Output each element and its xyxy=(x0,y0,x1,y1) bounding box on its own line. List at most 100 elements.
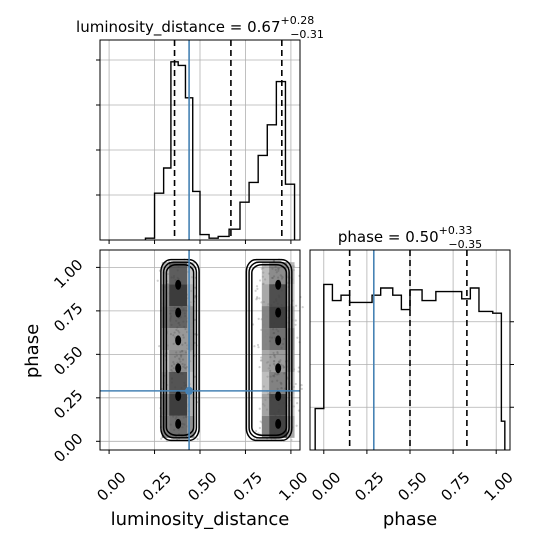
joint-density-block xyxy=(261,415,270,438)
joint-y-tick-label: 0.25 xyxy=(50,386,86,422)
joint-density-block xyxy=(261,284,270,307)
joint-density-block xyxy=(187,262,195,285)
phase-x-axis-label: phase xyxy=(383,509,437,530)
ld-hist-step xyxy=(144,61,296,240)
joint-x-tick-label: 0.75 xyxy=(230,468,266,504)
joint-density-block xyxy=(161,393,170,416)
joint-x-tick-label: 0.50 xyxy=(184,468,220,504)
phase-hist-bar xyxy=(324,284,333,450)
joint-contour-blob xyxy=(175,279,182,290)
joint-sample-point xyxy=(296,336,299,339)
joint-contour-blob xyxy=(175,391,182,402)
joint-sample-point xyxy=(255,285,259,288)
joint-contours xyxy=(160,258,293,442)
joint-density-block xyxy=(161,262,170,285)
joint-contour-blob xyxy=(275,307,282,318)
phase-x-tick-label: 0.00 xyxy=(308,468,344,504)
joint-contour-blob xyxy=(275,279,282,290)
joint-sample-point xyxy=(257,346,260,349)
phase-hist-bar xyxy=(393,295,402,450)
joint-density-block xyxy=(261,306,270,329)
joint-contour-blob xyxy=(275,391,282,402)
joint-density-block xyxy=(187,350,195,372)
phase-hist-bar xyxy=(462,299,471,450)
joint-sample-point xyxy=(258,279,262,282)
ld-hist-bar xyxy=(164,168,171,240)
phase-hist-bar xyxy=(501,421,504,450)
joint-contour xyxy=(162,261,198,439)
phase-hist-bar xyxy=(332,301,341,450)
joint-density-block xyxy=(187,284,195,307)
joint-density-block xyxy=(161,415,170,438)
joint-density-block xyxy=(169,393,188,416)
joint-density-block xyxy=(161,284,170,307)
joint-sample-point xyxy=(290,438,293,442)
joint-density-block xyxy=(187,393,195,416)
joint-sample-point xyxy=(160,437,163,440)
ld-hist-bar xyxy=(240,202,249,240)
joint-density-blocks xyxy=(161,262,295,438)
joint-sample-point xyxy=(256,343,260,347)
joint-x-tick-label: 0.00 xyxy=(93,468,129,504)
phase-hist-x-ticks: 0.00 0.25 0.50 0.75 1.00 xyxy=(308,450,517,505)
phase-hist-bar xyxy=(401,310,410,450)
joint-sample-point xyxy=(255,298,258,301)
joint-density-block xyxy=(261,393,270,416)
phase-hist-bar xyxy=(470,288,479,450)
phase-hist-step xyxy=(314,283,506,450)
phase-x-tick-label: 0.75 xyxy=(437,468,473,504)
joint-sample-point xyxy=(259,359,263,362)
phase-title-sub: −0.35 xyxy=(448,238,482,251)
joint-density-block xyxy=(161,371,170,394)
joint-sample-point xyxy=(158,345,161,348)
ld-title-sub: −0.31 xyxy=(290,28,324,41)
joint-sample-point xyxy=(255,296,259,299)
phase-hist-quantile-lines xyxy=(348,250,468,450)
ld-title-sup: +0.28 xyxy=(281,14,315,27)
phase-hist-title: phase = 0.50+0.33 −0.35 xyxy=(338,224,482,251)
phase-hist-bar xyxy=(448,292,462,450)
joint-sample-point xyxy=(300,387,303,390)
joint-density-block xyxy=(269,393,288,416)
joint-contour xyxy=(245,258,293,442)
joint-sample-point xyxy=(258,297,261,300)
joint-sample-point xyxy=(253,345,256,348)
joint-panel: 0.00 0.25 0.50 0.75 1.00 0.000.250.500.751.0… xyxy=(22,249,312,530)
ld-title-main: luminosity_distance = 0.67 xyxy=(76,18,280,37)
joint-sample-point xyxy=(254,289,257,292)
joint-sample-point xyxy=(256,287,259,290)
joint-y-ticks: 0.00 0.25 0.50 0.75 1.00 xyxy=(50,256,100,466)
phase-x-tick-label: 0.50 xyxy=(394,468,430,504)
joint-x-axis-label: luminosity_distance xyxy=(111,509,290,530)
joint-y-tick-label: 0.75 xyxy=(50,299,86,335)
joint-density-block xyxy=(261,328,270,350)
ld-hist-bar xyxy=(155,193,164,240)
joint-sample-point xyxy=(258,366,261,369)
joint-contour-blob xyxy=(175,307,182,318)
joint-sample-point xyxy=(294,382,297,386)
joint-contour xyxy=(248,261,290,439)
joint-sample-point xyxy=(295,424,298,427)
joint-sample-point xyxy=(258,426,261,430)
joint-density-block xyxy=(169,350,188,372)
ld-hist-bar xyxy=(267,125,276,240)
joint-sample-point xyxy=(258,407,261,410)
joint-sample-point xyxy=(296,402,299,405)
joint-x-ticks: 0.00 0.25 0.50 0.75 1.00 xyxy=(93,450,312,505)
phase-hist-bar xyxy=(493,313,502,450)
joint-contour-blob xyxy=(175,363,182,374)
joint-density-block xyxy=(187,371,195,394)
joint-x-tick-label: 0.25 xyxy=(139,468,175,504)
joint-sample-point xyxy=(256,297,259,300)
joint-contour xyxy=(251,264,288,436)
joint-density-block xyxy=(169,371,188,394)
joint-density-block xyxy=(161,350,170,372)
ld-hist-bar xyxy=(200,235,209,240)
joint-density-block xyxy=(269,371,288,394)
joint-contour-blob xyxy=(275,418,282,429)
joint-density-block xyxy=(161,328,170,350)
joint-density-block xyxy=(287,262,295,285)
joint-sample-point xyxy=(294,319,297,322)
ld-hist-bar xyxy=(249,182,258,240)
